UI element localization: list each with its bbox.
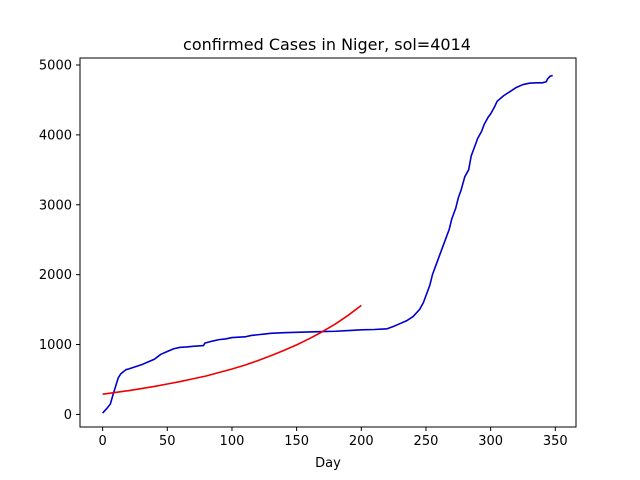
x-tick-label: 0 bbox=[98, 434, 106, 449]
y-tick-label: 1000 bbox=[39, 338, 72, 353]
plot-frame bbox=[79, 57, 577, 428]
x-tick-label: 100 bbox=[220, 434, 245, 449]
chart-title: confirmed Cases in Niger, sol=4014 bbox=[183, 35, 471, 54]
y-tick-label: 2000 bbox=[39, 268, 72, 283]
fit-curve-line bbox=[102, 304, 362, 395]
x-tick-label: 150 bbox=[284, 434, 309, 449]
ticks-layer: 0 50 100 150 200 250 300 350 0 1000 2000 3000 4000 50… bbox=[39, 58, 568, 449]
x-tick-label: 250 bbox=[414, 434, 439, 449]
x-axis-label: Day bbox=[315, 456, 341, 471]
y-tick-label: 3000 bbox=[39, 198, 72, 213]
series-layer bbox=[102, 74, 553, 414]
x-tick-label: 200 bbox=[349, 434, 374, 449]
y-tick-label: 0 bbox=[64, 408, 72, 423]
x-tick-label: 50 bbox=[159, 434, 176, 449]
x-tick-label: 350 bbox=[543, 434, 568, 449]
y-tick-label: 4000 bbox=[39, 128, 72, 143]
x-tick-label: 300 bbox=[478, 434, 503, 449]
confirmed-cases-line bbox=[102, 74, 553, 414]
y-tick-label: 5000 bbox=[39, 58, 72, 73]
